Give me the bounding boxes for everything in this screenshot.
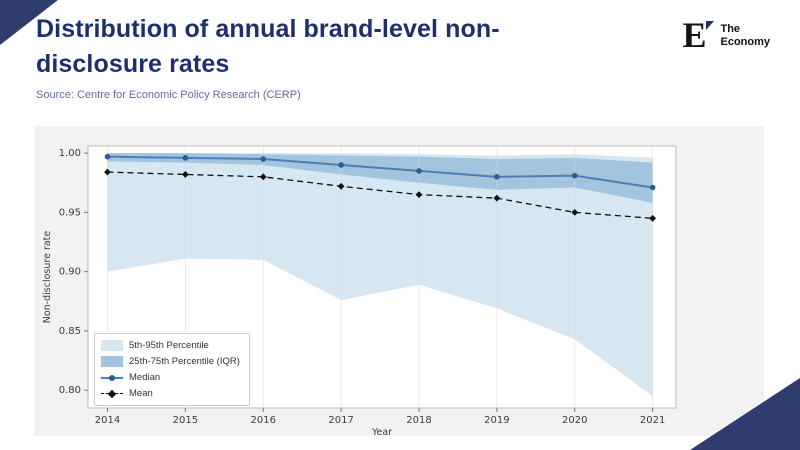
svg-text:Year: Year [371, 427, 392, 436]
distribution-chart-plot: 0.80 0.85 0.90 0.95 1.00 2014 2015 2016 2017 2018… [42, 145, 677, 438]
page-title: Distribution of annual brand-level non-d… [36, 15, 500, 78]
svg-text:2018: 2018 [406, 415, 431, 426]
band-5-95-swatch [101, 340, 123, 351]
svg-text:0.85: 0.85 [59, 326, 81, 337]
legend-label: 25th-75th Percentile (IQR) [129, 356, 240, 367]
svg-text:2017: 2017 [328, 415, 353, 426]
logo-word-economy: Economy [720, 35, 770, 48]
logo-pennant-icon [706, 21, 715, 30]
distribution-chart: 0.80 0.85 0.90 0.95 1.00 2014 2015 2016 2017 2018… [34, 126, 764, 438]
median-line-swatch [101, 372, 123, 383]
svg-text:2021: 2021 [640, 415, 665, 426]
svg-text:0.90: 0.90 [59, 267, 81, 278]
band-25-75-swatch [101, 356, 123, 367]
svg-text:0.80: 0.80 [59, 385, 81, 396]
svg-text:0.95: 0.95 [59, 207, 81, 218]
logo-word-the: The [720, 23, 741, 35]
legend-label: 5th-95th Percentile [129, 340, 209, 351]
svg-text:2014: 2014 [95, 415, 120, 426]
logo-wordmark: The Economy [720, 23, 770, 48]
logo-letter-e: E [682, 15, 707, 55]
svg-text:Non-disclosure rate: Non-disclosure rate [42, 231, 53, 324]
svg-text:2020: 2020 [562, 415, 587, 426]
legend-label: Mean [129, 388, 153, 399]
legend-item-median: Median [101, 371, 240, 384]
legend-item-25-75-percentile: 25th-75th Percentile (IQR) [101, 355, 240, 368]
header: Distribution of annual brand-level non-d… [36, 12, 770, 101]
the-economy-logo: E The Economy [682, 15, 770, 55]
mean-line-swatch [101, 388, 123, 399]
legend-item-mean: Mean [101, 387, 240, 400]
svg-text:1.00: 1.00 [59, 148, 81, 159]
chart-legend: 5th-95th Percentile 25th-75th Percentile… [94, 333, 250, 406]
logo-mark: E [682, 15, 715, 55]
legend-label: Median [129, 372, 161, 383]
svg-text:2019: 2019 [484, 415, 509, 426]
source-note: Source: Centre for Economic Policy Resea… [36, 89, 301, 101]
svg-text:2016: 2016 [251, 415, 276, 426]
svg-text:2015: 2015 [173, 415, 198, 426]
legend-item-5-95-percentile: 5th-95th Percentile [101, 339, 240, 352]
